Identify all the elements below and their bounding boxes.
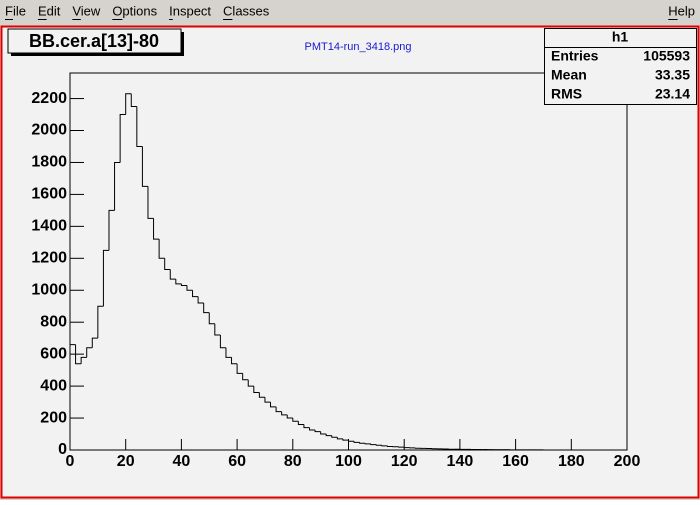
y-tick-label: 1200 [31,250,67,267]
x-tick-label: 40 [173,453,191,470]
x-tick-label: 80 [284,453,302,470]
chart-subtitle: PMT14-run_3418.png [304,41,411,53]
stats-value: 105593 [643,48,690,64]
x-tick-label: 140 [447,453,474,470]
stats-label: Mean [551,67,587,83]
menu-bar [0,0,700,24]
menu-item[interactable]: Edit [38,3,61,18]
y-tick-label: 1400 [31,218,67,235]
stats-value: 23.14 [655,86,690,102]
menu-item[interactable]: View [72,3,101,18]
y-tick-label: 2200 [31,90,67,107]
menu-item[interactable]: Classes [223,3,270,18]
stats-title: h1 [612,29,629,45]
y-tick-label: 400 [40,377,67,394]
y-tick-label: 1000 [31,281,67,298]
x-tick-label: 120 [391,453,418,470]
menu-item[interactable]: Inspect [169,3,211,18]
stats-label: Entries [551,48,599,64]
y-tick-label: 800 [40,313,67,330]
chart-title: BB.cer.a[13]-80 [29,31,159,51]
x-tick-label: 180 [558,453,585,470]
menu-item[interactable]: Options [112,3,157,18]
menu-item[interactable]: Help [668,3,695,18]
x-tick-label: 100 [335,453,362,470]
x-tick-label: 160 [502,453,529,470]
x-tick-label: 20 [117,453,135,470]
y-tick-label: 2000 [31,122,67,139]
y-tick-label: 1800 [31,154,67,171]
menu-item[interactable]: File [5,3,26,18]
stats-label: RMS [551,86,582,102]
x-tick-label: 200 [614,453,641,470]
y-tick-label: 600 [40,345,67,362]
plot-frame [70,73,627,450]
y-tick-label: 1600 [31,186,67,203]
x-tick-label: 60 [228,453,246,470]
x-tick-label: 0 [66,453,75,470]
y-tick-label: 200 [40,409,67,426]
stats-value: 33.35 [655,67,690,83]
